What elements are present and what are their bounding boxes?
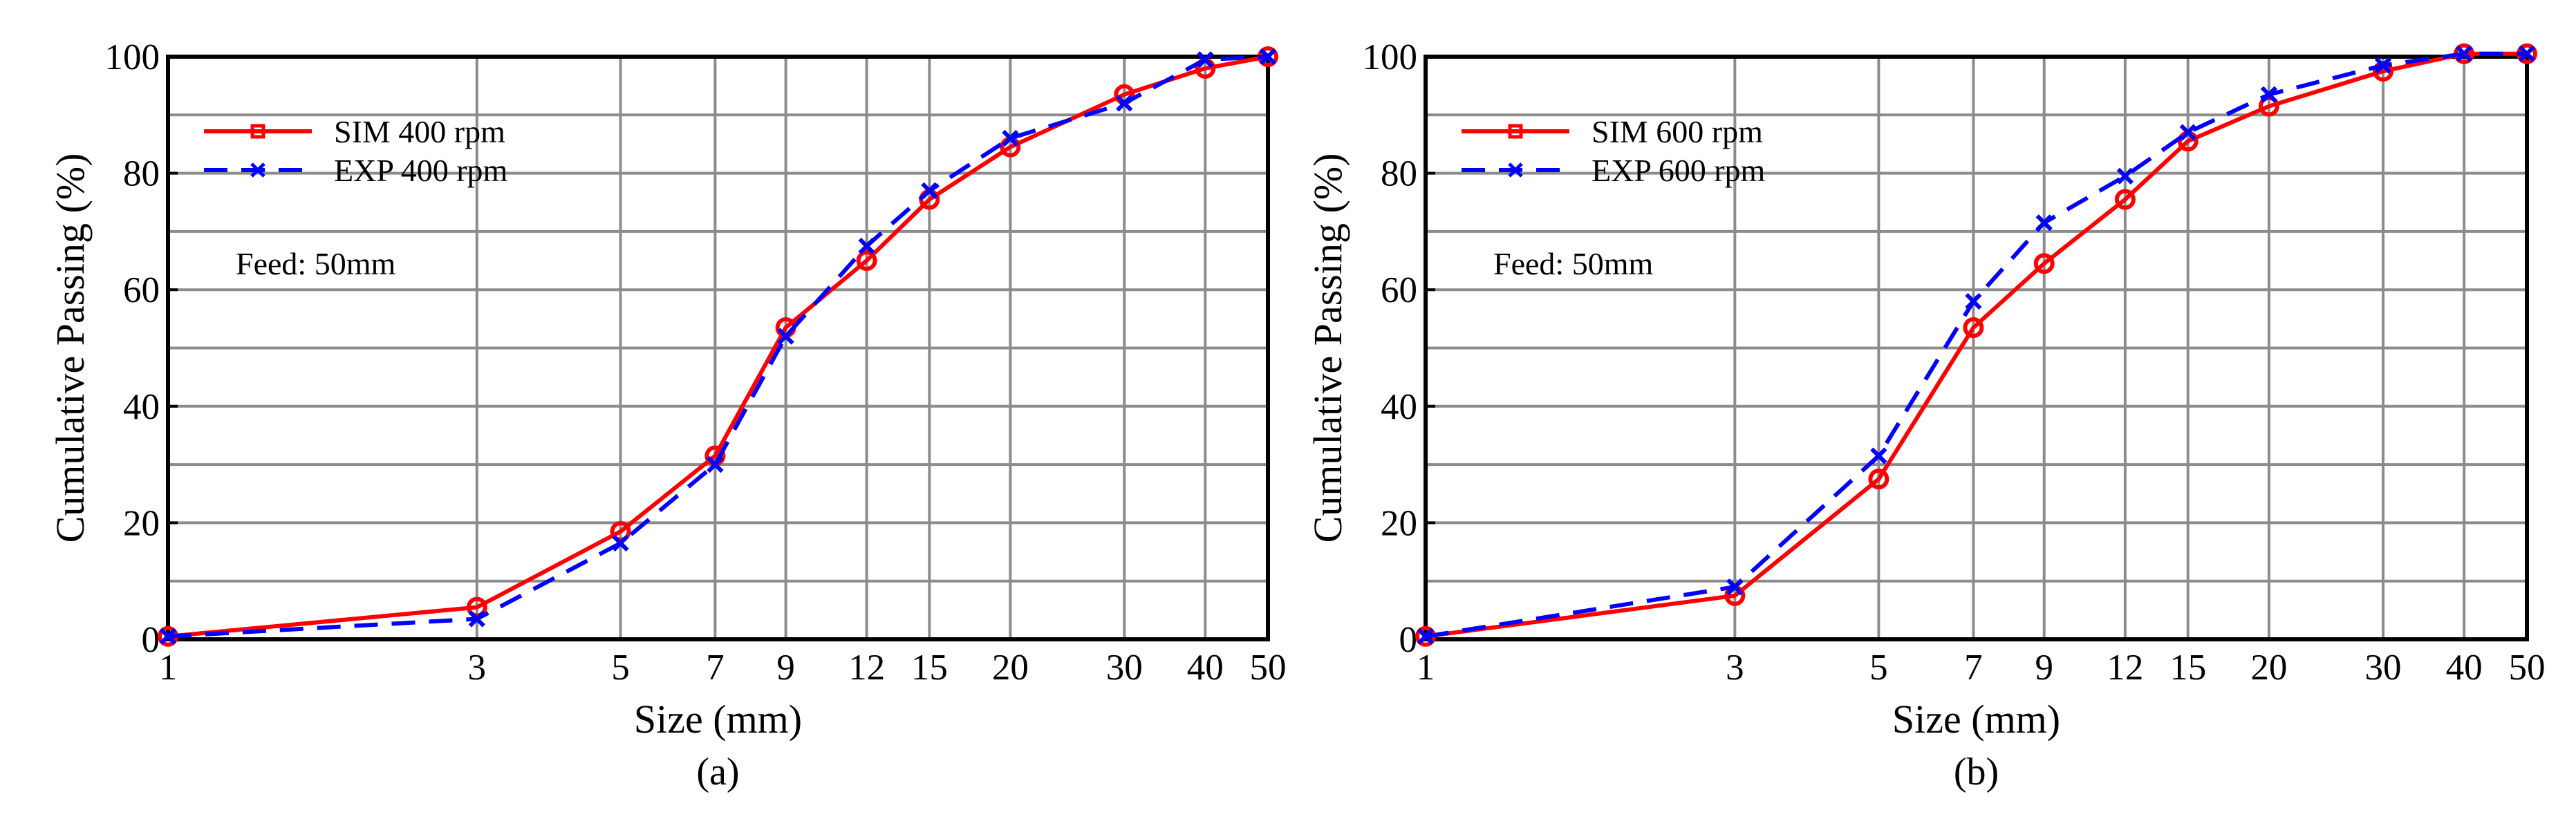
data-point-x	[1726, 578, 1744, 596]
series-line	[167, 55, 1269, 639]
data-point-x	[707, 455, 724, 473]
y-tick-label: 100	[1363, 37, 1418, 77]
x-tick-label: 9	[776, 648, 795, 688]
legend-marker	[250, 162, 265, 178]
legend-marker	[250, 124, 265, 139]
series-line	[1425, 51, 2527, 639]
x-tick-label: 50	[2509, 648, 2546, 688]
data-point-x	[858, 237, 875, 255]
data-point-x	[1116, 95, 1133, 112]
y-tick-label: 80	[1381, 154, 1417, 194]
legend-label: SIM 600 rpm	[1592, 114, 1763, 149]
panel-label: (b)	[1954, 751, 1999, 793]
annotation-feed: Feed: 50mm	[236, 246, 395, 281]
series-line	[167, 55, 1269, 639]
x-tick-label: 30	[1106, 648, 1143, 688]
legend-label: SIM 400 rpm	[334, 114, 505, 149]
data-point-circle	[2033, 253, 2055, 274]
data-point-x	[2035, 214, 2053, 232]
data-point-x	[1870, 447, 1887, 464]
y-tick-label: 40	[123, 387, 160, 427]
legend: SIM 600 rpm EXP 600 rpm	[1462, 114, 1766, 188]
series-sim	[158, 46, 1278, 647]
x-tick-label: 1	[159, 648, 178, 688]
data-point-circle	[2114, 189, 2136, 210]
grid	[1424, 57, 2528, 639]
plot-frame	[1424, 55, 2529, 641]
series-line	[1425, 51, 2527, 639]
data-point-x	[2179, 124, 2196, 141]
data-point-x	[2260, 86, 2278, 103]
legend-marker	[1508, 162, 1523, 178]
x-tick-label: 7	[1964, 648, 1983, 688]
annotation-feed: Feed: 50mm	[1493, 246, 1653, 281]
data-point-x	[2518, 45, 2536, 62]
x-tick-label: 20	[2250, 648, 2287, 688]
x-tick-label: 20	[992, 648, 1029, 688]
x-tick-label: 40	[2446, 648, 2483, 688]
y-tick-label: 100	[105, 37, 160, 77]
series-sim	[1415, 43, 2537, 647]
x-tick-label: 9	[2035, 648, 2053, 688]
data-point-x	[2374, 57, 2392, 74]
y-tick-label: 80	[123, 154, 160, 194]
data-point-x	[1002, 129, 1019, 147]
y-tick-label: 0	[142, 620, 160, 660]
x-tick-label: 5	[1869, 648, 1888, 688]
legend-marker	[1508, 124, 1523, 139]
y-axis-label: Cumulative Passing (%)	[1305, 153, 1350, 543]
y-tick-label: 20	[1381, 503, 1417, 543]
panel-label: (a)	[696, 751, 739, 793]
data-point-x	[1259, 48, 1277, 66]
y-tick-label: 0	[1399, 620, 1418, 660]
data-point-x	[159, 628, 177, 645]
data-point-x	[612, 534, 629, 552]
data-point-x	[2116, 167, 2134, 185]
y-tick-label: 40	[1381, 387, 1417, 427]
data-point-x	[1197, 51, 1214, 68]
x-axis-label: Size (mm)	[634, 697, 802, 742]
y-tick-label: 20	[123, 503, 160, 543]
data-point-x	[1417, 628, 1435, 645]
data-point-circle	[1868, 469, 1889, 490]
data-point-circle	[610, 521, 631, 543]
y-axis-label: Cumulative Passing (%)	[48, 153, 93, 543]
y-tick-label: 60	[1381, 270, 1417, 310]
x-tick-label: 1	[1417, 648, 1435, 688]
chart-panel-a: 1 3 5 7 9 12 15 20 30 40 50 0 20 40 60 80 100 Size (mm) Cu…	[48, 37, 1287, 793]
x-tick-label: 7	[706, 648, 725, 688]
series-exp	[159, 48, 1277, 645]
x-tick-label: 12	[848, 648, 885, 688]
data-point-circle	[2258, 95, 2279, 117]
data-point-x	[2456, 45, 2473, 62]
x-tick-label: 5	[611, 648, 630, 688]
x-tick-label: 50	[1250, 648, 1287, 688]
x-tick-label: 3	[468, 648, 487, 688]
data-point-x	[921, 182, 938, 200]
x-tick-label: 40	[1187, 648, 1224, 688]
plot-frame	[166, 55, 1270, 641]
legend-label: EXP 400 rpm	[334, 153, 508, 188]
data-point-x	[1965, 292, 1982, 310]
y-tick-label: 60	[123, 270, 160, 310]
data-point-circle	[856, 250, 877, 272]
data-point-circle	[1963, 317, 1984, 338]
legend: SIM 400 rpm EXP 400 rpm	[204, 114, 508, 188]
x-tick-label: 15	[2169, 648, 2206, 688]
data-point-x	[777, 328, 794, 345]
series-exp	[1417, 45, 2536, 645]
legend-label: EXP 600 rpm	[1592, 153, 1766, 188]
x-tick-label: 3	[1726, 648, 1744, 688]
x-axis-label: Size (mm)	[1892, 697, 2060, 742]
data-point-circle	[466, 596, 487, 618]
x-tick-label: 30	[2364, 648, 2401, 688]
chart-panel-b: 1 3 5 7 9 12 15 20 30 40 50 0 20 40 60 80 100 Size (mm) Cu…	[1305, 37, 2546, 793]
x-tick-label: 15	[911, 648, 948, 688]
x-tick-label: 12	[2107, 648, 2143, 688]
data-point-x	[468, 610, 485, 628]
grid	[167, 57, 1269, 639]
